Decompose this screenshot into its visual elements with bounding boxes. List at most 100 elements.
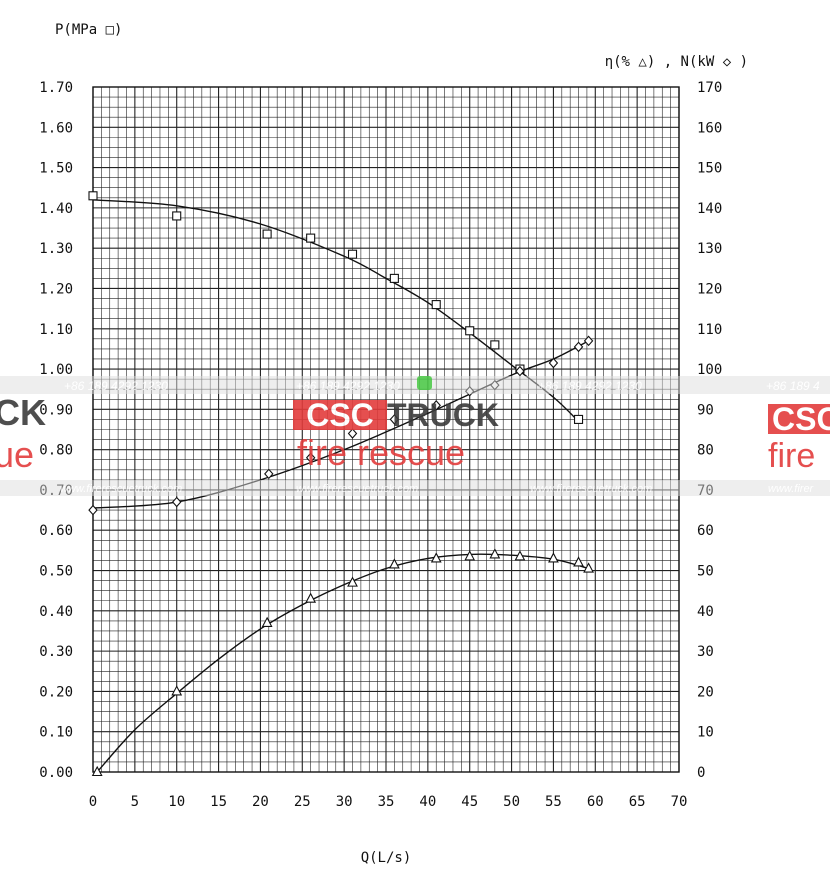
y-right-tick-label: 130 [697,241,722,257]
y-left-tick-label: 0.40 [39,604,73,620]
square-marker [573,414,584,424]
y-left-tick-label: 1.60 [39,120,73,136]
y-right-tick-label: 90 [697,402,714,418]
square-marker [490,340,500,350]
diamond-marker [347,428,358,439]
watermark-url: www.firerescuetruck.com [530,483,652,495]
x-tick-label: 0 [89,794,97,810]
triangle-marker [261,616,273,627]
x-tick-label: 20 [252,794,269,810]
y-left-axis-title: P(MPa □) [55,22,122,38]
diamond-marker [573,341,584,353]
y-right-tick-label: 10 [697,725,714,741]
y-right-tick-label: 40 [697,604,714,620]
triangle-marker [171,685,183,696]
x-tick-label: 25 [294,794,311,810]
watermark-bottom-strip [0,480,830,496]
triangle-marker [548,552,559,563]
diamond-marker [548,357,559,369]
y-right-axis-title: η(% △) , N(kW ◇ ) [605,54,748,70]
y-right-tick-label: 20 [697,684,714,700]
square-marker [465,326,475,336]
y-right-tick-label: 60 [697,523,714,539]
x-tick-label: 45 [461,794,478,810]
y-left-tick-label: 0.50 [39,564,73,580]
y-left-tick-label: 1.70 [39,80,73,96]
triangle-marker [514,550,526,561]
data-markers [88,191,595,777]
y-right-tick-label: 80 [697,443,714,459]
triangle-marker [489,548,501,559]
square-marker [389,273,399,283]
triangle-marker [388,558,400,569]
square-marker [306,233,316,243]
square-marker [172,211,182,221]
y-right-tick-label: 150 [697,161,722,177]
y-right-tick-label: 0 [697,765,705,781]
square-marker [262,229,272,239]
watermark-url: www.firerescuetruck.com [60,483,182,495]
square-marker [431,300,441,310]
triangle-marker [347,576,358,587]
watermark-top-strip [0,376,830,394]
tick-labels: 0 5 10 15 20 25 30 35 40 45 50 55 60 65 70 0.00 0.10 0.20… [39,80,722,810]
x-tick-label: 10 [168,794,185,810]
diamond-marker [583,335,594,347]
y-left-tick-label: 0.90 [39,402,73,418]
y-right-tick-label: 140 [697,201,722,217]
watermark-phone: +86 189 4 [766,379,820,393]
y-left-tick-label: 1.00 [39,362,73,378]
watermark-brand-truck: TRUCK [387,397,499,433]
diamond-marker [490,379,500,391]
x-tick-label: 5 [131,794,139,810]
y-left-tick-label: 1.40 [39,201,73,217]
triangle-fit-curve [96,553,589,773]
chat-icon [417,376,432,390]
x-tick-label: 30 [336,794,353,810]
watermark-phone: +86 189 4292 1230 [296,379,400,393]
chart-grid [92,86,680,773]
y-left-tick-label: 0.70 [39,483,73,499]
y-left-tick-label: 0.20 [39,684,73,700]
diamond-marker [264,468,274,480]
plot-frame [92,86,680,773]
watermark-tagline-fragment-right: fire [768,437,815,475]
watermark-band: +86 189 4292 1230 +86 189 4292 1230 +86 … [0,376,830,496]
y-right-tick-label: 50 [697,564,714,580]
watermark-tagline: fire rescue [297,432,465,473]
y-right-tick-label: 170 [697,80,722,96]
diamond-marker [431,399,441,411]
y-left-tick-label: 1.30 [39,241,73,257]
watermark-url: www.firer [768,483,815,495]
x-tick-label: 40 [419,794,436,810]
y-right-tick-label: 30 [697,644,714,660]
triangle-marker [464,550,476,561]
square-marker [88,191,98,201]
watermark-phone: +86 189 4292 1230 [64,379,168,393]
y-left-tick-label: 0.00 [39,765,73,781]
diamond-marker [88,504,98,516]
diamond-marker [171,496,182,508]
y-left-tick-label: 1.20 [39,281,73,297]
triangle-marker [91,765,103,777]
watermark-url: www.firerescuetruck.com [296,483,418,495]
triangle-marker [573,556,584,567]
x-tick-label: 50 [503,794,520,810]
x-tick-label: 55 [545,794,562,810]
y-left-tick-label: 1.50 [39,161,73,177]
x-tick-label: 35 [378,794,395,810]
triangle-marker [430,552,442,563]
x-axis-title: Q(L/s) [361,850,412,866]
y-left-tick-label: 1.10 [39,322,73,338]
x-tick-label: 15 [210,794,227,810]
y-left-tick-label: 0.80 [39,443,73,459]
square-marker [347,249,358,259]
watermark-brand-csc: CSC [306,397,374,433]
y-left-tick-label: 0.10 [39,725,73,741]
watermark-brand-csc-right: CSC [772,401,830,437]
y-right-tick-label: 110 [697,322,722,338]
y-right-tick-label: 100 [697,362,722,378]
triangle-marker [583,562,595,573]
diamond-marker [515,365,525,377]
